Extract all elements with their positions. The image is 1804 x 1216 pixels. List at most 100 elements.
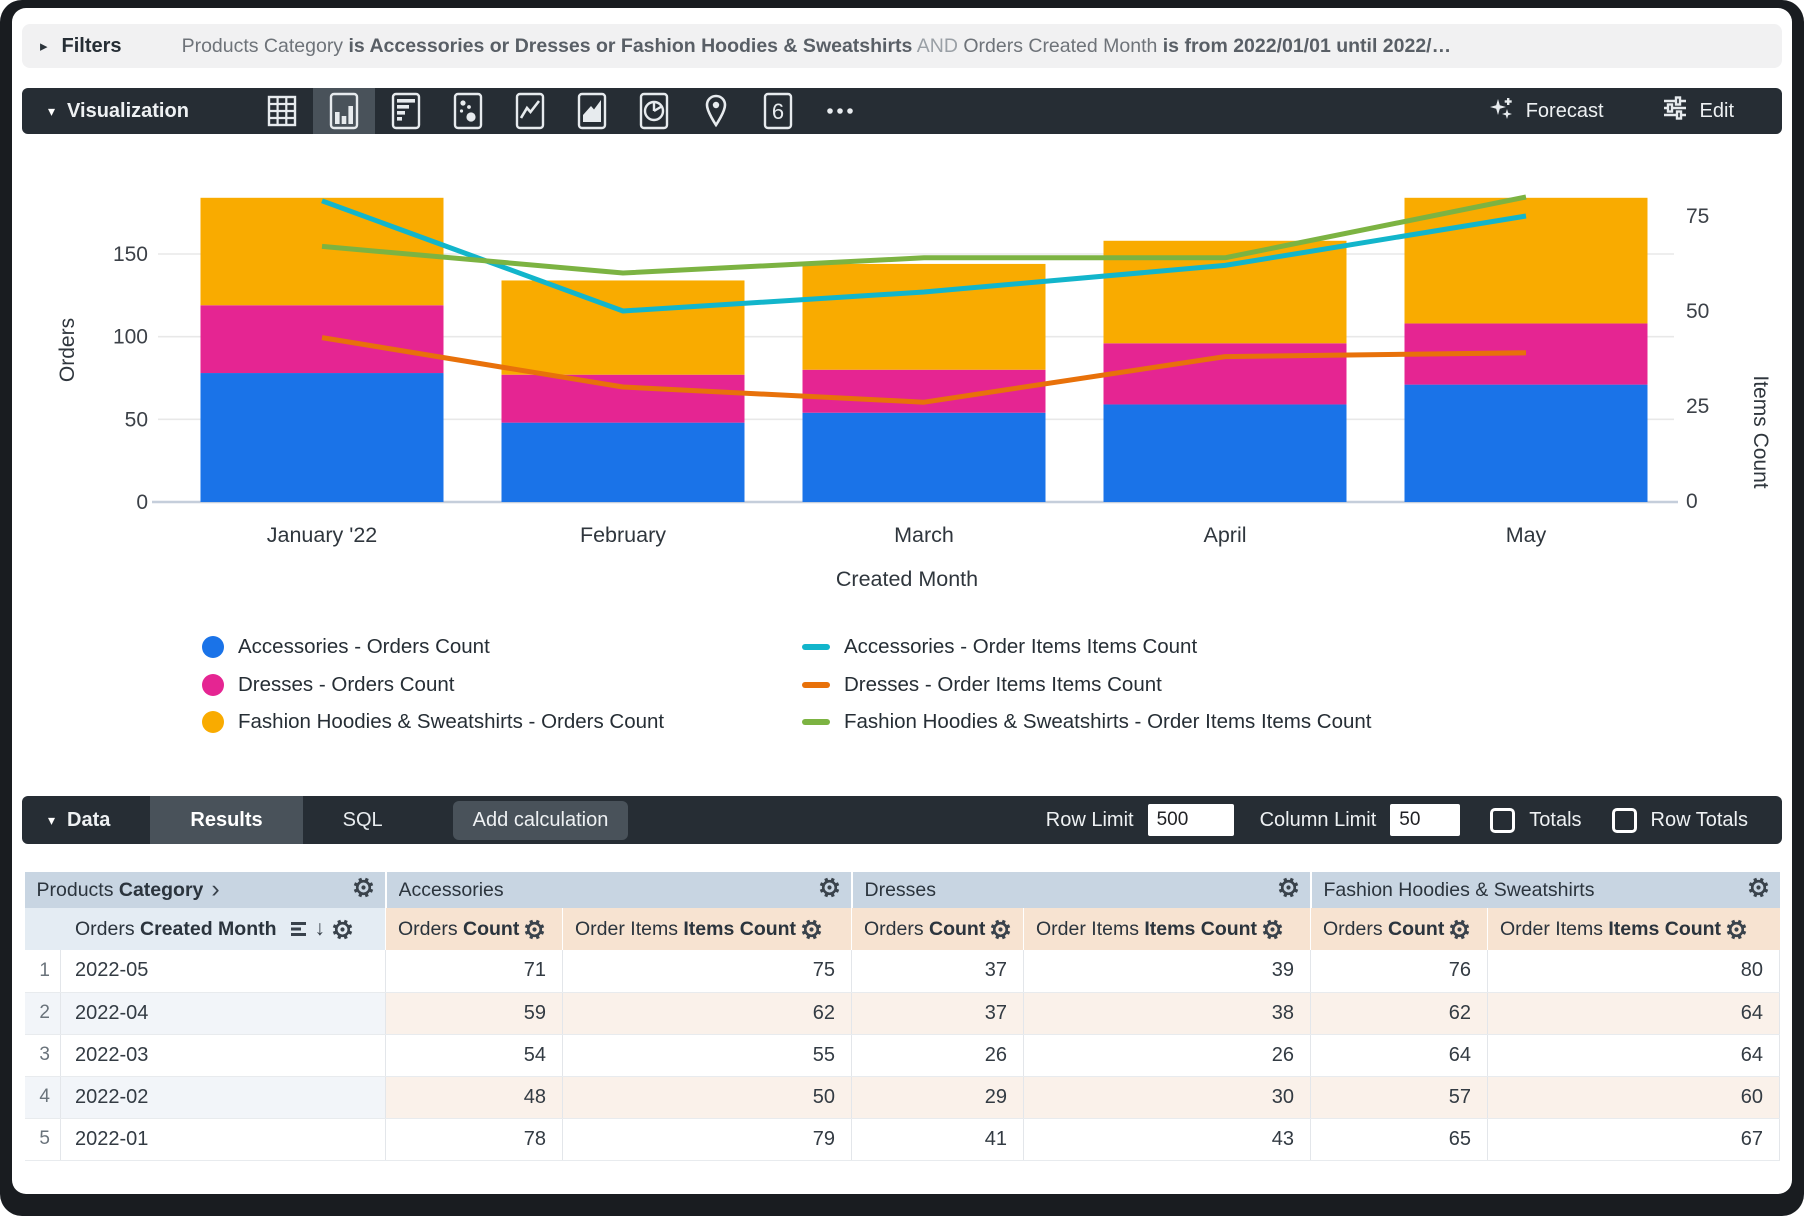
- month-cell[interactable]: 2022-01: [60, 1118, 387, 1161]
- expand-filters-caret-icon[interactable]: ▸: [40, 38, 48, 55]
- column-limit-input[interactable]: [1390, 804, 1461, 836]
- measure-column-header[interactable]: Orders Count: [385, 908, 563, 950]
- gear-icon[interactable]: [1448, 918, 1471, 941]
- month-cell[interactable]: 2022-02: [60, 1076, 387, 1119]
- value-cell[interactable]: 79: [562, 1118, 853, 1161]
- legend-item[interactable]: Accessories - Order Items Items Count: [802, 631, 1197, 663]
- value-cell[interactable]: 64: [1487, 1034, 1780, 1077]
- subtotal-icon[interactable]: [289, 920, 309, 938]
- value-cell[interactable]: 38: [1023, 992, 1312, 1035]
- measure-column-header[interactable]: Order Items Items Count: [562, 908, 852, 950]
- legend-item[interactable]: Accessories - Orders Count: [202, 631, 490, 663]
- totals-checkbox[interactable]: [1490, 807, 1516, 833]
- gear-icon[interactable]: [989, 918, 1012, 941]
- value-cell[interactable]: 65: [1310, 1118, 1489, 1161]
- row-totals-checkbox[interactable]: [1611, 807, 1637, 833]
- measure-column-header[interactable]: Order Items Items Count: [1023, 908, 1311, 950]
- value-cell[interactable]: 62: [1310, 992, 1489, 1035]
- dimension-group-header[interactable]: Products Category ›: [24, 872, 386, 908]
- bar-segment[interactable]: [1103, 343, 1347, 405]
- value-cell[interactable]: 41: [851, 1118, 1025, 1161]
- viz-type-line-chart[interactable]: [499, 88, 561, 134]
- viz-type-single-value[interactable]: 6: [747, 88, 809, 134]
- sort-desc-icon[interactable]: ↓: [314, 917, 326, 940]
- value-cell[interactable]: 78: [385, 1118, 564, 1161]
- value-cell[interactable]: 64: [1487, 992, 1780, 1035]
- value-cell[interactable]: 26: [1023, 1034, 1312, 1077]
- value-cell[interactable]: 62: [562, 992, 853, 1035]
- viz-type-scatter-plot[interactable]: [437, 88, 499, 134]
- value-cell[interactable]: 37: [851, 992, 1025, 1035]
- collapse-visualization-caret-icon[interactable]: ▾: [48, 102, 56, 119]
- trend-line[interactable]: [321, 198, 1527, 314]
- gear-icon[interactable]: [800, 918, 823, 941]
- pivot-group-header[interactable]: Dresses: [850, 872, 1311, 908]
- viz-type-column-chart[interactable]: [312, 88, 375, 134]
- tab-sql[interactable]: SQL: [342, 808, 383, 831]
- value-cell[interactable]: 43: [1023, 1118, 1312, 1161]
- bar-segment[interactable]: [802, 412, 1046, 502]
- viz-type-more-options[interactable]: [809, 88, 871, 134]
- value-cell[interactable]: 26: [851, 1034, 1025, 1077]
- value-cell[interactable]: 75: [562, 950, 853, 993]
- row-limit-input[interactable]: [1147, 804, 1234, 836]
- value-cell[interactable]: 80: [1487, 950, 1780, 993]
- value-cell[interactable]: 29: [851, 1076, 1025, 1119]
- pivot-group-header[interactable]: Accessories: [384, 872, 852, 908]
- value-cell[interactable]: 30: [1023, 1076, 1312, 1119]
- measure-column-header[interactable]: Orders Count: [851, 908, 1024, 950]
- viz-type-map[interactable]: [685, 88, 747, 134]
- trend-line[interactable]: [321, 194, 1527, 276]
- measure-column-header[interactable]: Orders Count: [1310, 908, 1488, 950]
- bar-segment[interactable]: [802, 263, 1046, 370]
- value-cell[interactable]: 54: [385, 1034, 564, 1077]
- filter-summary[interactable]: Products Category is Accessories or Dres…: [182, 35, 1764, 58]
- gear-icon[interactable]: [523, 918, 546, 941]
- dimension-column-header[interactable]: Orders Created Month ↓: [23, 908, 386, 950]
- gear-icon[interactable]: [1725, 918, 1748, 941]
- viz-type-bar-chart[interactable]: [375, 88, 437, 134]
- bar-segment[interactable]: [501, 374, 745, 423]
- forecast-button[interactable]: Forecast: [1488, 95, 1604, 127]
- value-cell[interactable]: 60: [1487, 1076, 1780, 1119]
- month-cell[interactable]: 2022-04: [60, 992, 387, 1035]
- gear-icon[interactable]: [1261, 918, 1284, 941]
- gear-icon[interactable]: [331, 918, 354, 941]
- gear-icon[interactable]: [1747, 876, 1770, 899]
- viz-type-area-chart[interactable]: [561, 88, 623, 134]
- gear-icon[interactable]: [1277, 876, 1300, 899]
- bar-segment[interactable]: [501, 422, 745, 502]
- add-calculation-button[interactable]: Add calculation: [452, 800, 629, 840]
- bar-segment[interactable]: [501, 280, 745, 375]
- viz-type-pie-chart[interactable]: [623, 88, 685, 134]
- expand-chevron-icon[interactable]: ›: [211, 874, 220, 903]
- gear-icon[interactable]: [818, 876, 841, 899]
- value-cell[interactable]: 76: [1310, 950, 1489, 993]
- bar-segment[interactable]: [200, 373, 444, 502]
- measure-column-header[interactable]: Order Items Items Count: [1487, 908, 1780, 950]
- viz-type-table[interactable]: [251, 88, 313, 134]
- legend-item[interactable]: Fashion Hoodies & Sweatshirts - Order It…: [802, 706, 1372, 738]
- value-cell[interactable]: 57: [1310, 1076, 1489, 1119]
- legend-item[interactable]: Dresses - Orders Count: [202, 669, 454, 701]
- bar-segment[interactable]: [1404, 384, 1648, 502]
- gear-icon[interactable]: [352, 876, 375, 899]
- collapse-data-caret-icon[interactable]: ▾: [48, 811, 56, 828]
- trend-line[interactable]: [321, 335, 1527, 405]
- edit-button[interactable]: Edit: [1662, 96, 1734, 126]
- legend-item[interactable]: Dresses - Order Items Items Count: [802, 669, 1162, 701]
- value-cell[interactable]: 59: [385, 992, 564, 1035]
- pivot-group-header[interactable]: Fashion Hoodies & Sweatshirts: [1309, 872, 1780, 908]
- tab-results[interactable]: Results: [150, 796, 303, 844]
- value-cell[interactable]: 50: [562, 1076, 853, 1119]
- value-cell[interactable]: 64: [1310, 1034, 1489, 1077]
- bar-segment[interactable]: [1103, 404, 1347, 502]
- value-cell[interactable]: 37: [851, 950, 1025, 993]
- value-cell[interactable]: 48: [385, 1076, 564, 1119]
- bar-segment[interactable]: [1404, 197, 1648, 324]
- value-cell[interactable]: 67: [1487, 1118, 1780, 1161]
- month-cell[interactable]: 2022-03: [60, 1034, 387, 1077]
- month-cell[interactable]: 2022-05: [60, 950, 387, 993]
- value-cell[interactable]: 39: [1023, 950, 1312, 993]
- value-cell[interactable]: 55: [562, 1034, 853, 1077]
